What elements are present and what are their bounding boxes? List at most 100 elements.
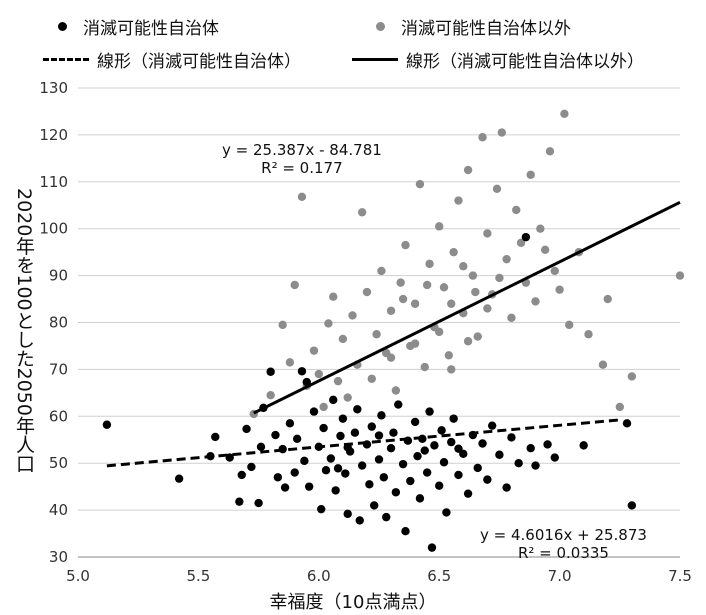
data-point — [454, 196, 463, 205]
x-tick-label: 7.0 — [548, 567, 572, 585]
data-point — [401, 527, 410, 536]
data-point — [211, 432, 220, 442]
data-point — [471, 287, 480, 297]
legend-label-trend-non-vanishing: 線形（消滅可能性自治体以外） — [406, 52, 644, 72]
data-point — [584, 330, 593, 339]
data-point — [483, 304, 492, 313]
data-point — [362, 287, 372, 297]
data-point — [367, 422, 376, 431]
data-point — [391, 386, 401, 395]
y-tick-label: 110 — [39, 173, 68, 191]
data-point — [622, 419, 632, 428]
data-point — [391, 488, 401, 497]
y-tick-label: 90 — [49, 267, 68, 285]
data-point — [463, 489, 473, 498]
data-point — [398, 294, 408, 304]
data-point — [478, 439, 487, 448]
data-point — [266, 390, 275, 400]
data-point — [278, 320, 287, 330]
data-point — [319, 423, 328, 433]
data-point — [435, 481, 444, 490]
legend-item-non-vanishing: 消滅可能性自治体以外 — [376, 14, 571, 39]
data-point — [410, 299, 420, 308]
data-point — [447, 299, 456, 308]
data-point — [324, 319, 333, 328]
data-point — [357, 208, 367, 217]
data-point — [398, 459, 408, 469]
data-point — [627, 372, 637, 381]
data-point — [280, 483, 290, 492]
data-point — [326, 454, 336, 463]
data-point — [543, 440, 552, 449]
data-point — [545, 147, 555, 156]
data-point — [410, 339, 420, 348]
data-point — [422, 280, 432, 290]
trendline-non-vanishing — [253, 200, 681, 415]
data-point — [447, 437, 456, 447]
data-point — [290, 468, 299, 477]
data-point — [531, 461, 540, 470]
data-point — [420, 446, 429, 455]
data-point — [338, 334, 348, 344]
data-point — [536, 224, 545, 233]
data-point — [444, 351, 454, 360]
data-point — [425, 259, 434, 269]
data-point — [338, 414, 348, 423]
data-point — [516, 238, 526, 247]
data-point — [341, 469, 350, 478]
data-point — [468, 271, 478, 280]
data-point — [413, 451, 422, 461]
equation-text-vanishing: y = 4.6016x + 25.873 — [480, 526, 647, 544]
data-point — [627, 501, 637, 510]
tick-labels: 30 40 50 60 70 80 90 100 110 120 130 5.0 5.5 6.0 6.5 7.… — [39, 79, 692, 585]
y-tick-label: 70 — [49, 360, 68, 378]
data-point — [348, 311, 357, 320]
data-point — [615, 402, 624, 412]
data-point — [374, 455, 384, 464]
data-point — [377, 411, 386, 420]
data-point — [333, 464, 343, 473]
data-point — [290, 280, 299, 290]
data-point — [442, 508, 451, 517]
data-point — [242, 424, 251, 434]
legend-item-vanishing: 消滅可能性自治体 — [58, 14, 219, 39]
gridlines — [78, 87, 680, 558]
data-point — [379, 473, 389, 482]
data-point — [473, 463, 482, 473]
data-point — [304, 482, 314, 491]
data-point — [271, 430, 280, 440]
data-point — [174, 474, 184, 483]
data-point — [401, 240, 410, 250]
data-point — [333, 376, 343, 386]
data-point — [309, 346, 319, 355]
data-point — [382, 512, 391, 522]
r2-text-non-vanishing: R² = 0.177 — [261, 159, 343, 177]
data-point — [454, 470, 463, 480]
x-tick-label: 5.0 — [66, 567, 90, 585]
data-point — [336, 431, 345, 441]
data-point — [389, 428, 398, 437]
data-point — [483, 229, 492, 238]
y-tick-label: 60 — [49, 407, 68, 425]
data-point — [598, 360, 608, 369]
data-point — [386, 306, 396, 315]
y-tick-label: 30 — [49, 548, 68, 566]
data-point — [365, 480, 374, 489]
legend-item-trend-vanishing: 線形（消滅可能性自治体） — [43, 47, 301, 72]
data-point — [319, 402, 328, 412]
data-point — [427, 543, 437, 552]
data-point — [521, 232, 531, 242]
data-point — [439, 458, 449, 467]
x-tick-label: 7.5 — [668, 567, 692, 585]
x-tick-label: 5.5 — [186, 567, 210, 585]
data-point — [507, 313, 516, 323]
data-point — [386, 353, 396, 362]
data-point — [495, 273, 504, 283]
y-tick-label: 50 — [49, 454, 68, 472]
data-point — [425, 407, 434, 416]
data-point — [473, 332, 482, 341]
data-point — [459, 262, 468, 271]
data-point — [430, 441, 439, 450]
data-point — [483, 475, 492, 484]
data-point — [435, 222, 444, 231]
